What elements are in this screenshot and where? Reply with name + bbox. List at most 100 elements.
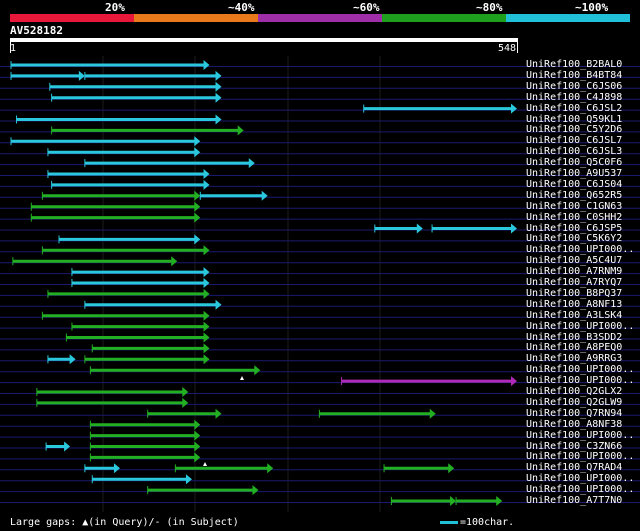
- query-sequence-bar: [10, 38, 518, 42]
- hit-segment-arrow: [511, 223, 517, 234]
- hit-segment-arrow: [194, 419, 201, 430]
- hit-segment-arrow: [194, 441, 201, 452]
- hit-segment-arrow: [215, 299, 222, 310]
- hit-segment-arrow: [215, 92, 222, 103]
- hit-segment-arrow: [203, 267, 210, 278]
- hit-label[interactable]: UniRef100_UPI000..: [526, 451, 635, 463]
- hit-label[interactable]: UniRef100_A3LSK4: [526, 309, 623, 321]
- hit-label[interactable]: UniRef100_UPI000..: [526, 473, 635, 485]
- scale-segment-3: [258, 14, 382, 22]
- scale-segment-2: [134, 14, 258, 22]
- hit-label[interactable]: UniRef100_UPI000..: [526, 375, 635, 387]
- hit-segment-arrow: [194, 430, 201, 441]
- hit-label[interactable]: UniRef100_C3ZN66: [526, 440, 623, 452]
- hit-label[interactable]: UniRef100_Q7RN94: [526, 407, 623, 419]
- identity-scale-bar: 20% ~40% ~60% ~80% ~100%: [10, 0, 630, 22]
- hit-label[interactable]: UniRef100_A8PEQ0: [526, 342, 623, 354]
- hit-label[interactable]: UniRef100_UPI000..: [526, 244, 635, 256]
- scale-segment-4: [382, 14, 506, 22]
- hit-segment-arrow: [511, 103, 517, 114]
- hit-label[interactable]: UniRef100_A9U537: [526, 168, 623, 179]
- scale-legend: =100char.: [440, 517, 514, 528]
- ruler-end-label: 548: [497, 43, 516, 54]
- hit-label[interactable]: UniRef100_UPI000..: [526, 320, 635, 332]
- hit-label[interactable]: UniRef100_Q7RAD4: [526, 462, 623, 474]
- hit-label[interactable]: UniRef100_A8NF13: [526, 298, 623, 310]
- hit-label[interactable]: UniRef100_A9RRG3: [526, 353, 623, 365]
- hit-label[interactable]: UniRef100_A7RYQ7: [526, 277, 623, 288]
- hit-segment-arrow: [194, 190, 201, 201]
- hit-segment-arrow: [194, 452, 201, 463]
- hit-segment-arrow: [203, 278, 210, 288]
- scale-segment-5: [506, 14, 630, 22]
- hit-segment-arrow: [248, 158, 255, 169]
- hit-segment-arrow: [194, 136, 201, 147]
- hit-label[interactable]: UniRef100_Q59KL1: [526, 113, 623, 125]
- hit-label[interactable]: UniRef100_Q2GLW9: [526, 396, 623, 408]
- ruler-start-label: 1: [10, 43, 17, 54]
- scale-label-3: ~60%: [353, 1, 380, 14]
- hit-label[interactable]: UniRef100_Q2GLX2: [526, 386, 623, 397]
- hit-segment-arrow: [203, 179, 210, 190]
- hit-segment-arrow: [416, 223, 423, 234]
- hit-label[interactable]: UniRef100_C4J898: [526, 91, 623, 103]
- hit-label[interactable]: UniRef100_B4BT84: [526, 69, 623, 81]
- hit-label[interactable]: UniRef100_B3SDD2: [526, 331, 623, 343]
- hit-segment-arrow: [182, 397, 189, 408]
- hit-label[interactable]: UniRef100_A7T7N0: [526, 495, 623, 506]
- hit-label[interactable]: UniRef100_UPI000..: [526, 484, 635, 496]
- hit-label[interactable]: UniRef100_C6JS06: [526, 80, 623, 92]
- query-ruler: 1 548: [10, 42, 518, 54]
- hit-label[interactable]: UniRef100_UPI000..: [526, 429, 635, 441]
- hit-segment-arrow: [267, 463, 274, 474]
- hit-segment-arrow: [203, 332, 210, 343]
- hit-segment-arrow: [448, 463, 455, 474]
- hit-label[interactable]: UniRef100_C6JS04: [526, 178, 623, 190]
- hit-segment-arrow: [194, 147, 201, 158]
- hit-segment-arrow: [215, 70, 222, 81]
- hit-segment-arrow: [215, 81, 222, 92]
- hit-segment-arrow: [203, 60, 210, 70]
- hit-segment-arrow: [203, 354, 210, 365]
- hit-label[interactable]: UniRef100_C1GN63: [526, 200, 623, 212]
- scale-label-2: ~40%: [228, 1, 255, 14]
- hit-segment-arrow: [496, 496, 503, 506]
- scale-legend-swatch: [440, 520, 458, 524]
- hit-segment-arrow: [450, 496, 457, 506]
- hit-label[interactable]: UniRef100_B8PQ37: [526, 287, 623, 299]
- hit-segment-arrow: [78, 70, 85, 81]
- hit-segment-arrow: [215, 408, 222, 419]
- hit-segment-arrow: [194, 234, 201, 245]
- hit-label[interactable]: UniRef100_A7RNM9: [526, 266, 623, 278]
- gap-marker-query: [240, 376, 244, 380]
- hit-label[interactable]: UniRef100_B2BAL0: [526, 59, 623, 70]
- hit-segment-arrow: [64, 441, 71, 452]
- gap-marker-query: [203, 462, 207, 466]
- hit-label[interactable]: UniRef100_C5Y2D6: [526, 124, 623, 136]
- hit-labels-list: UniRef100_B2BAL0 UniRef100_B4BT84 UniRef10…: [526, 0, 640, 531]
- hit-segment-arrow: [252, 485, 259, 496]
- hit-label[interactable]: UniRef100_C5K6Y2: [526, 233, 623, 245]
- hit-label[interactable]: UniRef100_C0SHH2: [526, 211, 623, 223]
- hit-segment-arrow: [215, 114, 222, 125]
- hit-segment-arrow: [171, 256, 178, 267]
- hit-label[interactable]: UniRef100_A8NF38: [526, 418, 623, 430]
- hit-label[interactable]: UniRef100_UPI000..: [526, 364, 635, 376]
- hit-label[interactable]: UniRef100_C6JSL3: [526, 146, 623, 158]
- large-gaps-legend: Large gaps: ▲(in Query)/- (in Subject): [10, 517, 239, 528]
- hit-label[interactable]: UniRef100_Q652R5: [526, 189, 623, 201]
- hit-segment-arrow: [194, 201, 201, 212]
- hit-label[interactable]: UniRef100_A5C4U7: [526, 255, 623, 267]
- hit-segment-arrow: [194, 212, 201, 223]
- hit-segment-arrow: [237, 125, 244, 136]
- hit-segment-arrow: [254, 365, 261, 376]
- hit-segment-arrow: [113, 463, 120, 474]
- hit-segment-arrow: [203, 310, 210, 321]
- hit-label[interactable]: UniRef100_C6JSP5: [526, 222, 623, 234]
- hit-label[interactable]: UniRef100_C6JSL2: [526, 102, 623, 114]
- scale-label-4: ~80%: [476, 1, 503, 14]
- hit-label[interactable]: UniRef100_C6JSL7: [526, 135, 623, 147]
- hit-label[interactable]: UniRef100_Q5C0F6: [526, 157, 623, 169]
- hit-segment-arrow: [261, 190, 268, 201]
